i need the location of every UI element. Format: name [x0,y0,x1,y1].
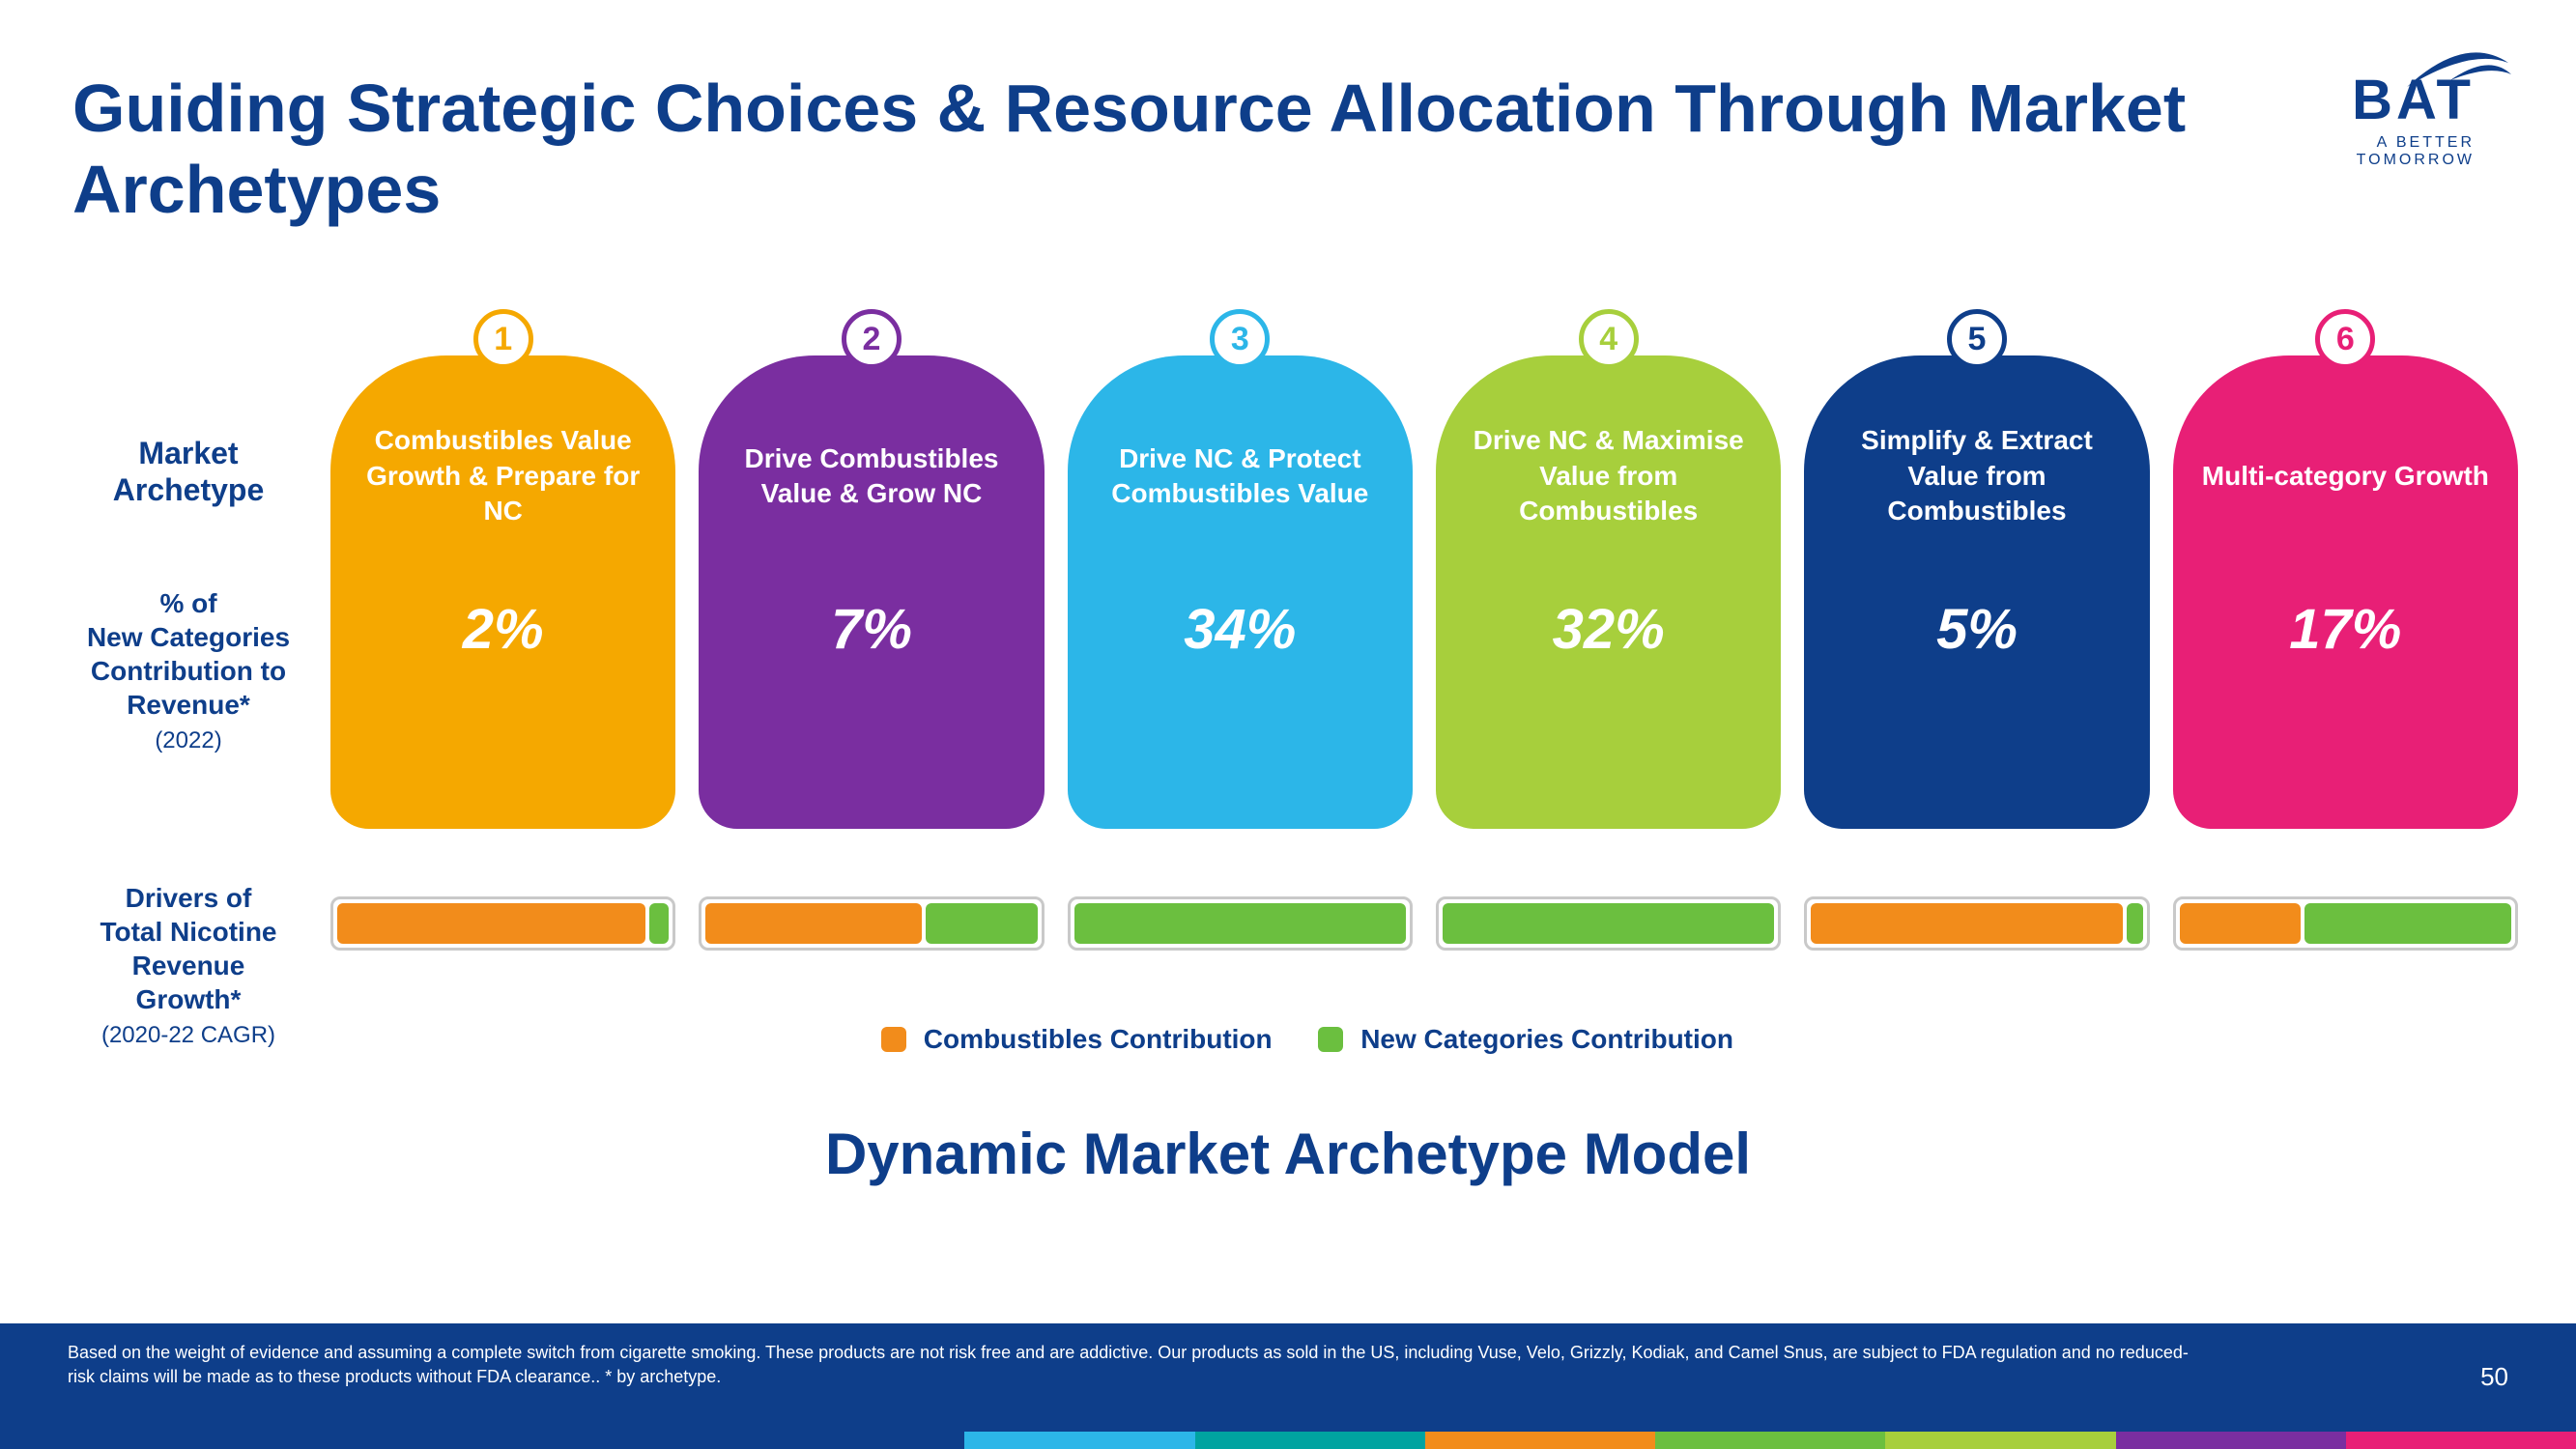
stripe-segment [2116,1432,2346,1449]
archetype-percent: 5% [1936,597,2018,662]
legend-label-new-categories: New Categories Contribution [1360,1024,1733,1054]
growth-driver-bar [699,896,1044,951]
header: Guiding Strategic Choices & Resource All… [72,68,2504,230]
bar-segment [2304,903,2511,944]
archetype-label: Combustibles Value Growth & Prepare for … [356,404,650,549]
archetype-column-6: 6 Multi-category Growth 17% [2173,309,2518,951]
logo-swoosh-icon [2397,43,2513,92]
logo-text: BAT [2277,68,2475,132]
stripe-segment [2346,1432,2576,1449]
archetype-percent: 32% [1553,597,1665,662]
archetype-percent: 2% [463,597,544,662]
footer-color-stripe [734,1432,2576,1449]
row-labels: Market Archetype % of New Categories Con… [58,309,319,1050]
growth-driver-bar [2173,896,2518,951]
archetype-label: Multi-category Growth [2202,404,2489,549]
stripe-segment [1195,1432,1425,1449]
archetype-card: Drive NC & Maximise Value from Combustib… [1436,355,1781,829]
bar-segment [1443,903,1774,944]
archetype-column-2: 2 Drive Combustibles Value & Grow NC 7% [699,309,1044,951]
archetype-column-4: 4 Drive NC & Maximise Value from Combusti… [1436,309,1781,951]
growth-driver-bar [1804,896,2149,951]
legend: Combustibles Contribution New Categories… [0,1024,2576,1056]
archetype-percent: 34% [1184,597,1296,662]
logo-tagline: A BETTER TOMORROW [2277,134,2475,169]
footer-bar: Based on the weight of evidence and assu… [0,1323,2576,1449]
archetype-percent: 17% [2289,597,2401,662]
stripe-segment [734,1432,964,1449]
subtitle: Dynamic Market Archetype Model [0,1121,2576,1187]
bar-segment [705,903,922,944]
bar-segment [926,903,1037,944]
footnote-text: Based on the weight of evidence and assu… [68,1341,2193,1389]
slide-title: Guiding Strategic Choices & Resource All… [72,68,2277,230]
content-area: Market Archetype % of New Categories Con… [58,309,2518,1050]
bar-segment [337,903,645,944]
archetype-badge: 6 [2315,309,2375,369]
archetype-percent: 7% [831,597,912,662]
legend-label-combustibles: Combustibles Contribution [924,1024,1273,1054]
archetype-badge: 1 [473,309,533,369]
archetype-column-5: 5 Simplify & Extract Value from Combustib… [1804,309,2149,951]
stripe-segment [1885,1432,2115,1449]
archetype-column-3: 3 Drive NC & Protect Combustibles Value 34… [1068,309,1413,951]
archetype-card: Combustibles Value Growth & Prepare for … [330,355,675,829]
archetype-badge: 2 [842,309,902,369]
label-percent-revenue: % of New Categories Contribution to Reve… [58,586,319,755]
growth-driver-bar [1068,896,1413,951]
bar-segment [2127,903,2143,944]
archetype-column-1: 1 Combustibles Value Growth & Prepare for… [330,309,675,951]
archetype-card: Simplify & Extract Value from Combustibl… [1804,355,2149,829]
bar-segment [1811,903,2122,944]
stripe-segment [964,1432,1194,1449]
archetype-label: Drive NC & Maximise Value from Combustib… [1461,404,1756,549]
archetype-badge: 3 [1210,309,1270,369]
legend-swatch-combustibles [881,1027,906,1052]
legend-swatch-new-categories [1318,1027,1343,1052]
archetype-label: Drive Combustibles Value & Grow NC [724,404,1018,549]
archetype-label: Drive NC & Protect Combustibles Value [1093,404,1388,549]
archetype-badge: 4 [1579,309,1639,369]
bar-segment [649,903,669,944]
archetype-card: Drive Combustibles Value & Grow NC 7% [699,355,1044,829]
label-market-archetype: Market Archetype [58,435,319,509]
bar-segment [2180,903,2302,944]
archetype-label: Simplify & Extract Value from Combustibl… [1829,404,2124,549]
archetype-card: Multi-category Growth 17% [2173,355,2518,829]
growth-driver-bar [1436,896,1781,951]
archetype-columns: 1 Combustibles Value Growth & Prepare for… [330,309,2518,951]
growth-driver-bar [330,896,675,951]
stripe-segment [1425,1432,1655,1449]
archetype-card: Drive NC & Protect Combustibles Value 34% [1068,355,1413,829]
archetype-badge: 5 [1947,309,2007,369]
bar-segment [1074,903,1406,944]
stripe-segment [1655,1432,1885,1449]
page-number: 50 [2480,1362,2508,1392]
brand-logo: BAT A BETTER TOMORROW [2277,68,2504,169]
